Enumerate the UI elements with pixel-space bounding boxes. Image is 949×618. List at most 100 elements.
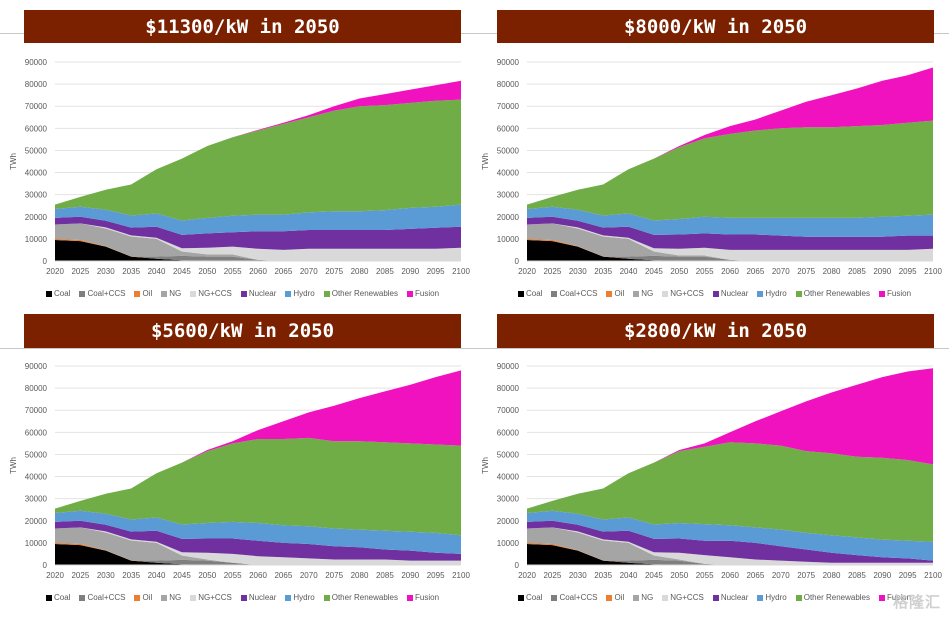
- legend-item-oil: Oil: [606, 289, 624, 298]
- legend-item-renew: Other Renewables: [323, 289, 398, 298]
- chart-panel-4: $2800/kW in 2050 0 10000 20000 30000 40000 50…: [475, 305, 949, 610]
- legend-label: Coal+CCS: [87, 289, 126, 298]
- legend-swatch: [795, 594, 802, 601]
- y-tick-label: 10000: [497, 235, 520, 244]
- legend-swatch: [79, 290, 86, 297]
- x-tick-label: 2035: [122, 571, 140, 580]
- x-tick-label: 2040: [148, 571, 166, 580]
- legend-item-ng: NG: [633, 593, 653, 602]
- legend-swatch: [161, 594, 168, 601]
- chart-legend: Coal Coal+CCS Oil NG NG+CCS Nuclear Hydro Other…: [46, 593, 439, 602]
- legend-swatch: [407, 594, 413, 601]
- legend-label: NG+CCS: [198, 289, 232, 298]
- x-tick-label: 2030: [97, 267, 115, 276]
- x-tick-label: 2060: [721, 571, 739, 580]
- y-tick-label: 90000: [497, 362, 520, 371]
- y-tick-label: 30000: [497, 191, 520, 200]
- legend-item-ngccs: NG+CCS: [662, 593, 704, 602]
- area-hydro: [55, 510, 461, 554]
- x-tick-label: 2040: [620, 267, 638, 276]
- legend-swatch: [285, 290, 292, 297]
- x-tick-label: 2100: [924, 267, 942, 276]
- area-ng: [527, 223, 933, 261]
- legend-swatch: [323, 290, 330, 297]
- x-tick-label: 2055: [224, 267, 242, 276]
- legend-item-fusion: Fusion: [879, 289, 911, 298]
- chart-title: $5600/kW in 2050: [24, 314, 461, 348]
- y-tick-label: 50000: [25, 146, 48, 155]
- y-axis-label: TWh: [481, 153, 490, 170]
- x-tick-label: 2050: [198, 267, 216, 276]
- chart-panel-1: $11300/kW in 2050 0 10000 20000 30000 40000 5…: [0, 0, 474, 305]
- legend-item-nuclear: Nuclear: [240, 593, 276, 602]
- x-tick-label: 2020: [518, 571, 536, 580]
- chart-title: $2800/kW in 2050: [497, 314, 934, 348]
- x-tick-label: 2055: [696, 571, 714, 580]
- y-tick-label: 50000: [497, 450, 520, 459]
- area-ng: [55, 527, 461, 565]
- x-tick-label: 2025: [543, 571, 561, 580]
- legend-item-fusion: Fusion: [407, 289, 439, 298]
- legend-item-oil: Oil: [134, 289, 152, 298]
- legend-item-ng: NG: [633, 289, 653, 298]
- y-tick-label: 90000: [25, 58, 48, 67]
- y-tick-label: 0: [515, 257, 520, 266]
- x-tick-label: 2070: [772, 267, 790, 276]
- y-axis-label: TWh: [9, 153, 18, 170]
- x-tick-label: 2100: [924, 571, 942, 580]
- legend-item-coalccs: Coal+CCS: [551, 593, 597, 602]
- legend-item-hydro: Hydro: [285, 593, 315, 602]
- legend-swatch: [190, 290, 197, 297]
- area-ngccs: [527, 223, 933, 261]
- x-tick-label: 2065: [746, 267, 764, 276]
- x-tick-label: 2030: [569, 267, 587, 276]
- legend-label: Oil: [142, 593, 153, 602]
- x-tick-label: 2030: [97, 571, 115, 580]
- y-tick-label: 70000: [25, 406, 48, 415]
- legend-label: Coal: [526, 593, 543, 602]
- area-nuclear: [527, 216, 933, 250]
- y-axis-label: TWh: [481, 457, 490, 474]
- legend-label: Fusion: [887, 593, 912, 602]
- legend-item-oil: Oil: [606, 593, 624, 602]
- y-tick-label: 40000: [497, 169, 520, 178]
- legend-label: Hydro: [293, 593, 315, 602]
- legend-label: Other Renewables: [331, 593, 398, 602]
- legend-item-coal: Coal: [46, 289, 70, 298]
- legend-item-nuclear: Nuclear: [712, 289, 748, 298]
- chart-legend: Coal Coal+CCS Oil NG NG+CCS Nuclear Hydro Other…: [46, 289, 439, 298]
- y-tick-label: 0: [43, 561, 48, 570]
- x-tick-label: 2070: [300, 571, 318, 580]
- legend-label: Oil: [614, 289, 625, 298]
- x-tick-label: 2080: [351, 267, 369, 276]
- y-tick-label: 40000: [497, 473, 520, 482]
- legend-label: Oil: [142, 289, 153, 298]
- x-tick-label: 2035: [594, 571, 612, 580]
- x-tick-label: 2045: [173, 571, 191, 580]
- x-tick-label: 2090: [401, 571, 419, 580]
- legend-label: NG: [641, 289, 654, 298]
- y-tick-label: 80000: [25, 384, 48, 393]
- y-tick-label: 50000: [497, 146, 520, 155]
- legend-item-coalccs: Coal+CCS: [79, 289, 125, 298]
- divider-bottom: [0, 348, 949, 349]
- legend-item-hydro: Hydro: [285, 289, 315, 298]
- legend-item-ng: NG: [161, 593, 181, 602]
- y-tick-label: 60000: [497, 428, 520, 437]
- x-tick-label: 2070: [300, 267, 318, 276]
- x-tick-label: 2020: [46, 571, 64, 580]
- legend-label: NG+CCS: [670, 289, 704, 298]
- x-tick-label: 2050: [670, 267, 688, 276]
- x-tick-label: 2095: [899, 571, 917, 580]
- legend-item-coal: Coal: [518, 593, 542, 602]
- x-tick-label: 2020: [518, 267, 536, 276]
- area-hydro: [55, 204, 461, 235]
- y-tick-label: 20000: [25, 213, 48, 222]
- y-tick-label: 90000: [25, 362, 48, 371]
- x-tick-label: 2075: [325, 267, 343, 276]
- legend-item-ngccs: NG+CCS: [190, 593, 232, 602]
- y-tick-label: 80000: [497, 80, 520, 89]
- area-ngccs: [55, 527, 461, 565]
- x-tick-label: 2090: [873, 571, 891, 580]
- legend-item-hydro: Hydro: [757, 289, 787, 298]
